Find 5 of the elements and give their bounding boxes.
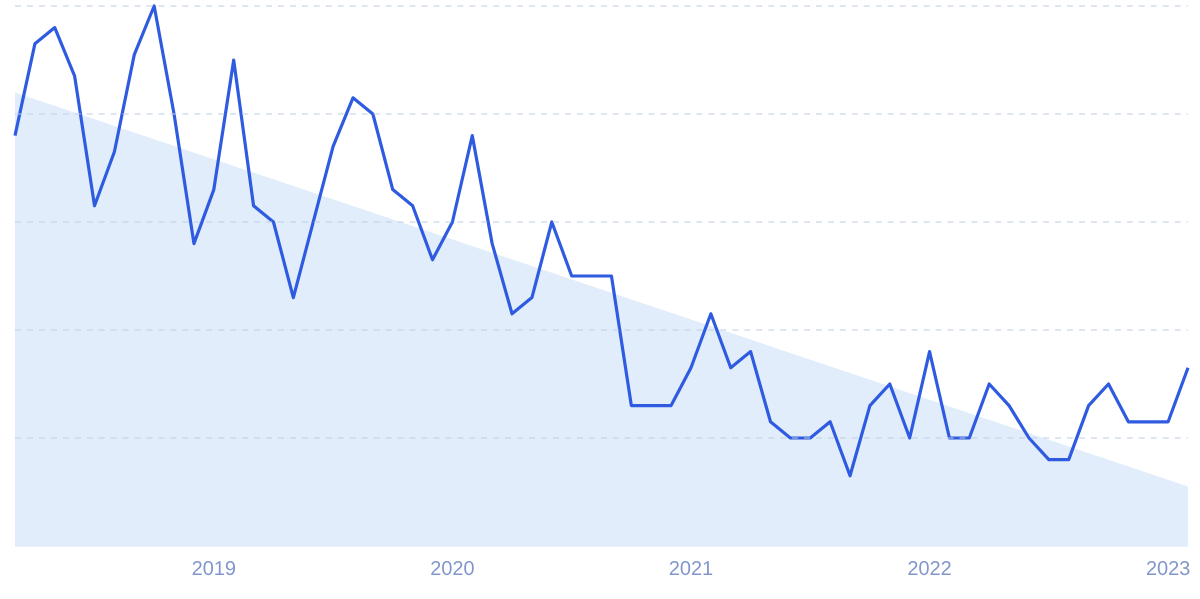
x-tick-label: 2021 <box>669 561 713 576</box>
x-tick-label: 2023 <box>1146 561 1190 576</box>
x-tick-label: 2020 <box>431 561 474 576</box>
x-tick-label: 2019 <box>192 561 236 576</box>
x-tick-label: 2022 <box>908 561 951 576</box>
